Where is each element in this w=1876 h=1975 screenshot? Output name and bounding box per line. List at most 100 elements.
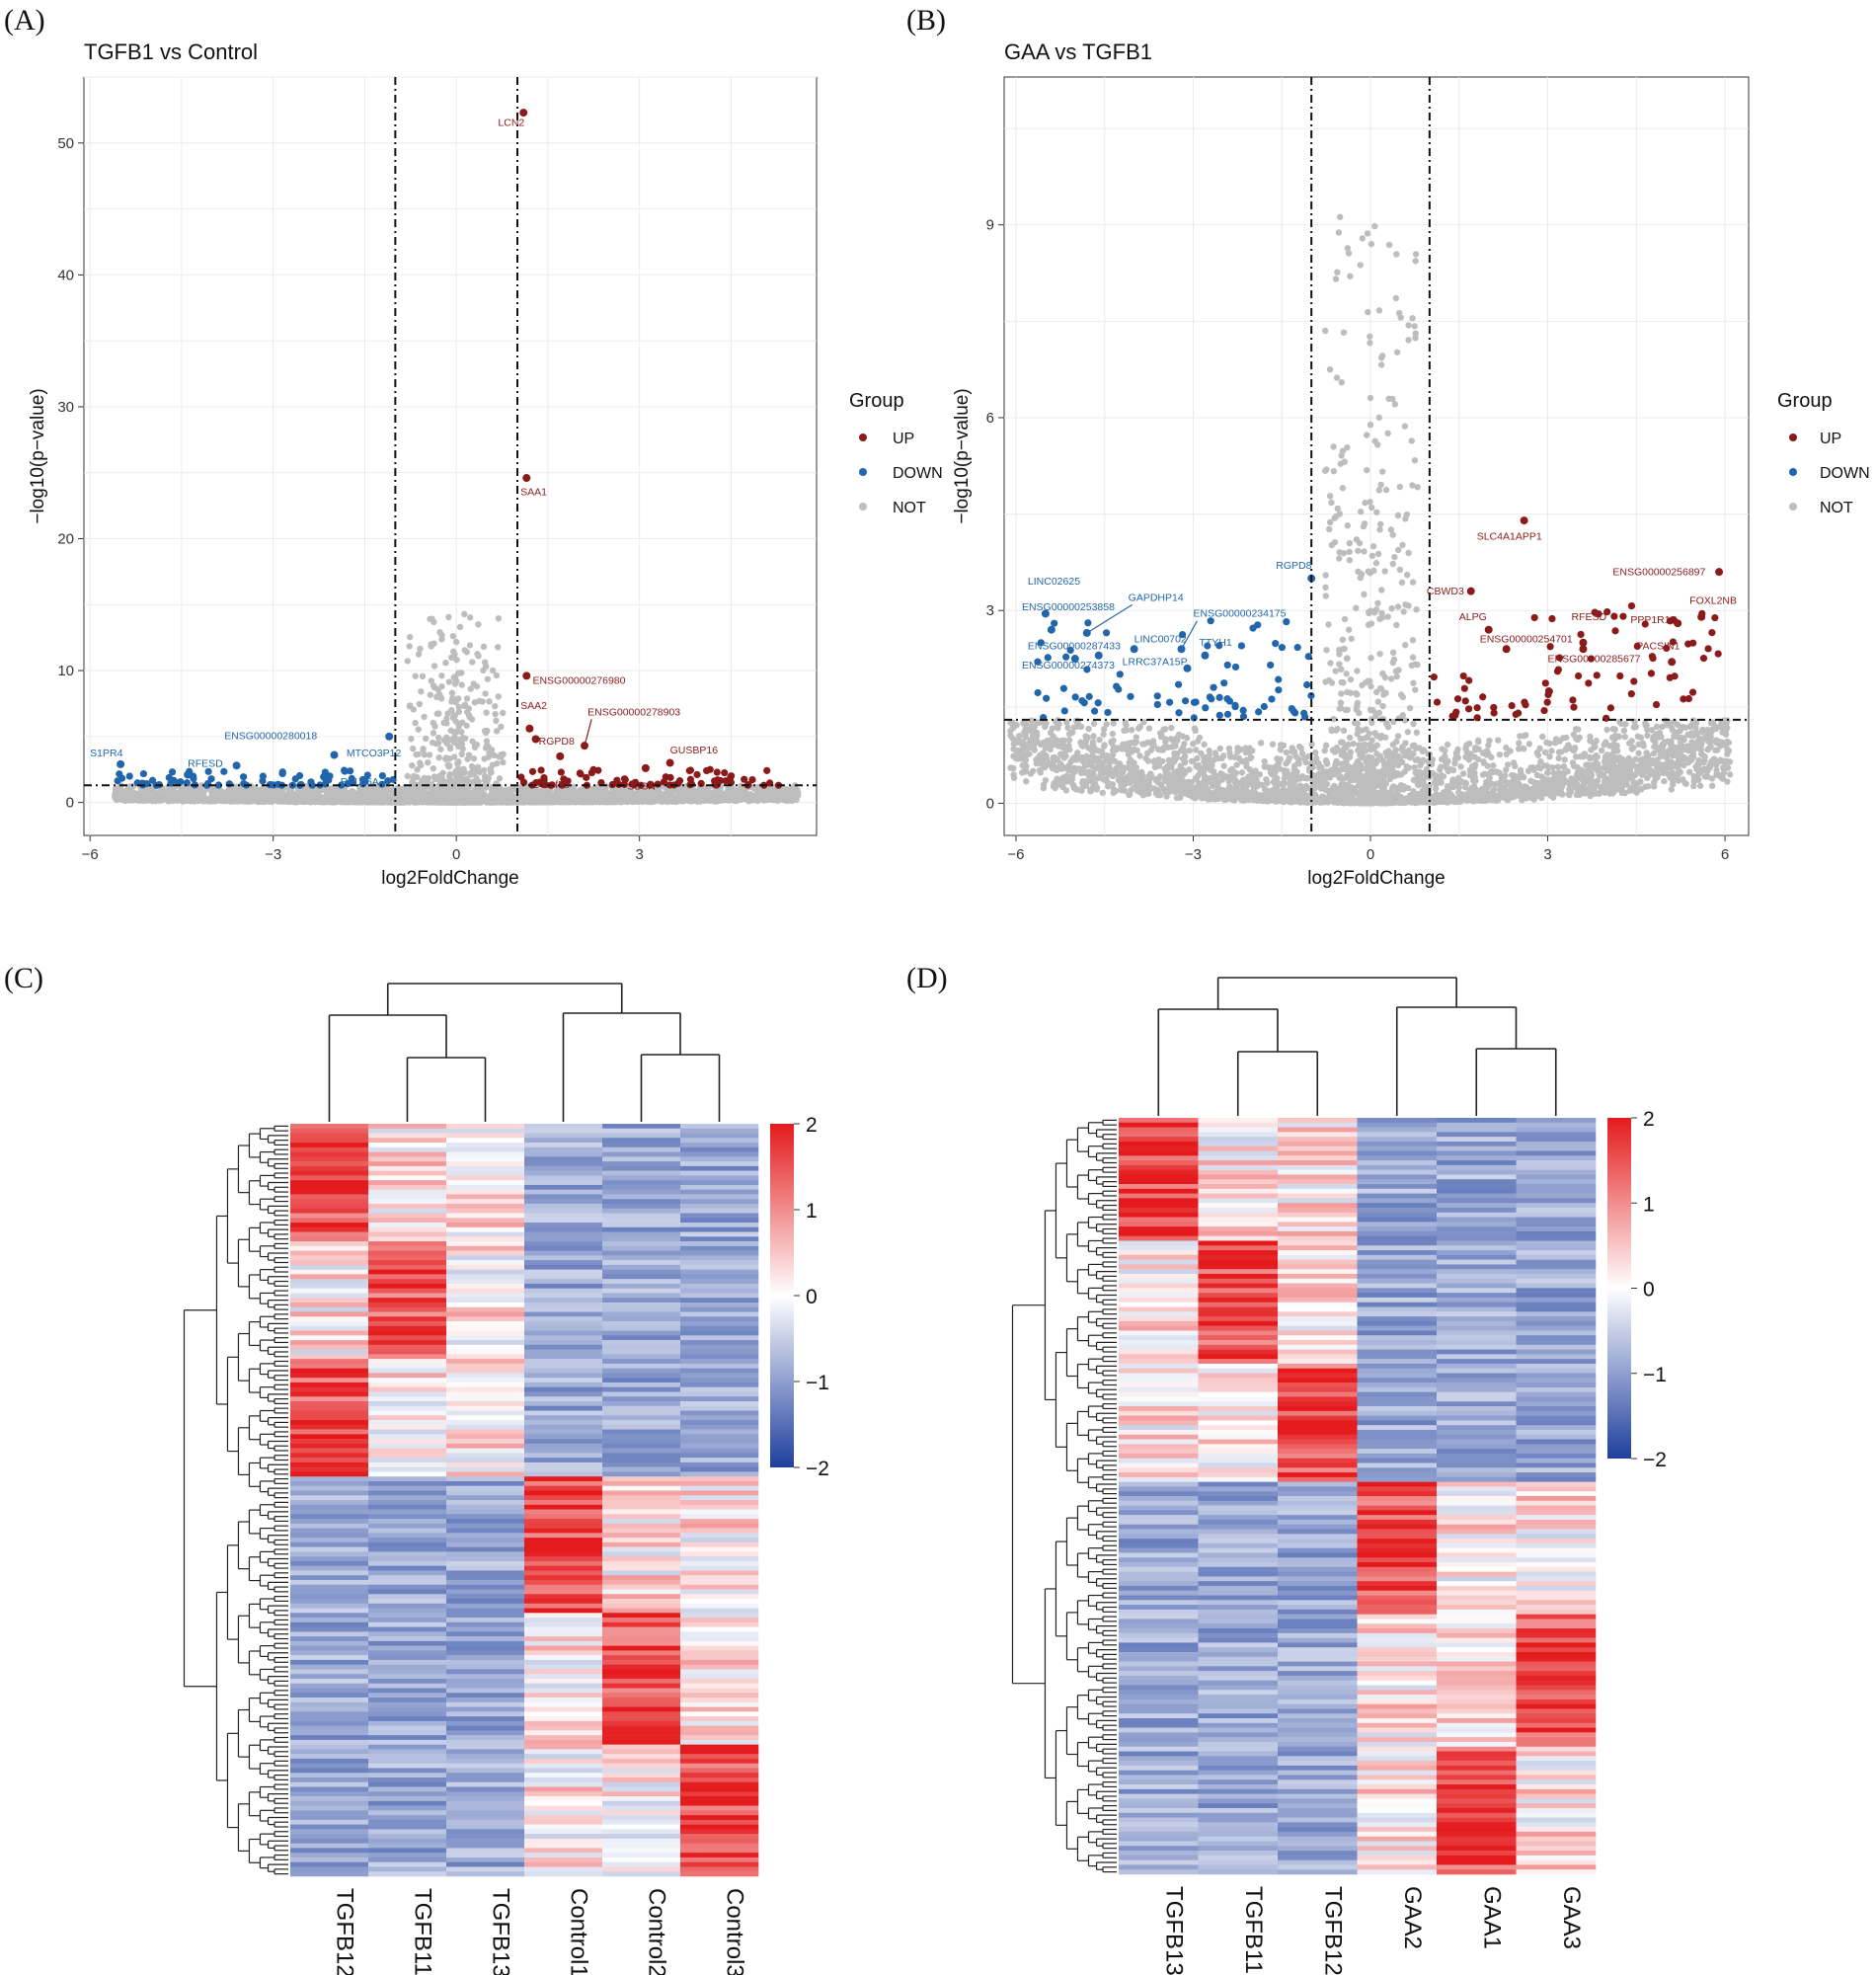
not-point xyxy=(1253,776,1260,784)
not-point xyxy=(1346,557,1354,564)
not-point xyxy=(1339,636,1347,644)
not-point xyxy=(410,791,418,798)
not-point xyxy=(1379,702,1386,710)
not-point xyxy=(493,717,500,725)
gene-label: LCN2 xyxy=(498,117,524,128)
not-point xyxy=(1238,769,1246,776)
not-point xyxy=(1322,572,1329,579)
not-point xyxy=(484,675,492,682)
not-point xyxy=(450,648,457,655)
not-point xyxy=(295,796,303,803)
not-point xyxy=(454,695,462,702)
not-point xyxy=(157,797,164,804)
not-point xyxy=(1388,604,1395,612)
not-point xyxy=(1368,654,1374,662)
not-point xyxy=(367,795,374,803)
not-point xyxy=(608,791,615,798)
not-point xyxy=(192,797,199,804)
not-point xyxy=(172,789,180,796)
not-point xyxy=(772,796,779,803)
not-point xyxy=(1621,733,1629,741)
not-point xyxy=(449,694,456,702)
volcano-chart-a: TGFB1 vs Control LCN2SAA1ENSG00000276980… xyxy=(28,40,943,889)
panel-letter-d: (D) xyxy=(906,962,948,994)
not-point xyxy=(501,787,508,794)
y-tick-label: 0 xyxy=(66,795,74,812)
not-point xyxy=(354,798,362,806)
not-point xyxy=(415,726,422,733)
not-point xyxy=(148,787,155,794)
up-point xyxy=(722,777,730,785)
not-point xyxy=(128,793,136,800)
not-point xyxy=(461,777,469,784)
not-point xyxy=(1283,749,1290,756)
y-tick-label: 20 xyxy=(57,530,74,547)
not-point xyxy=(283,796,290,803)
not-point xyxy=(1609,726,1616,733)
not-point xyxy=(447,736,454,744)
chart-a-points xyxy=(111,109,802,806)
not-point xyxy=(135,794,142,801)
not-point xyxy=(471,787,478,794)
not-point xyxy=(706,788,713,796)
volcano-chart-b: GAA vs TGFB1 SLC4A1APP1ENSG00000256897FO… xyxy=(952,40,1870,889)
up-point xyxy=(727,772,736,780)
not-point xyxy=(302,796,309,803)
down-point xyxy=(240,773,248,781)
not-point xyxy=(577,795,585,802)
not-point xyxy=(1410,679,1417,686)
up-point xyxy=(557,768,565,776)
down-point xyxy=(278,769,286,778)
not-point xyxy=(465,751,473,758)
not-point xyxy=(461,610,468,618)
not-point xyxy=(458,741,466,749)
not-point xyxy=(562,793,570,801)
not-point xyxy=(716,789,723,796)
not-point xyxy=(592,786,600,793)
not-point xyxy=(476,697,483,705)
not-point xyxy=(1322,592,1329,599)
not-point xyxy=(211,798,219,805)
not-point xyxy=(1340,727,1348,735)
not-point xyxy=(1496,750,1504,758)
not-point xyxy=(1136,752,1143,759)
not-point xyxy=(384,799,391,806)
not-point xyxy=(1382,486,1390,494)
not-point xyxy=(1405,337,1412,344)
labeled-point xyxy=(330,750,339,759)
not-point xyxy=(416,700,424,708)
not-point xyxy=(461,647,468,654)
not-point xyxy=(517,789,525,797)
gene-label: RFESD xyxy=(188,758,223,770)
not-point xyxy=(494,644,502,651)
up-point xyxy=(576,769,584,777)
not-point xyxy=(1336,555,1343,562)
gene-label: RGPD8 xyxy=(539,736,575,748)
not-point xyxy=(414,766,421,773)
gene-label: GUSBP16 xyxy=(670,745,719,756)
not-point xyxy=(492,702,499,710)
not-point xyxy=(412,719,419,727)
not-point xyxy=(1465,740,1473,748)
down-point xyxy=(295,771,304,780)
not-point xyxy=(463,695,471,702)
not-point xyxy=(650,798,658,805)
not-point xyxy=(1348,635,1355,642)
not-point xyxy=(461,701,469,708)
y-tick-label: 40 xyxy=(57,267,74,283)
not-point xyxy=(1472,745,1479,751)
down-point xyxy=(114,777,121,785)
not-point xyxy=(361,794,368,801)
not-point xyxy=(1451,755,1459,763)
not-point xyxy=(1365,608,1372,616)
not-point xyxy=(1412,334,1419,342)
down-point xyxy=(321,768,329,776)
not-point xyxy=(1354,691,1361,698)
gene-label: ENSG00000276980 xyxy=(532,674,625,686)
not-point xyxy=(433,693,440,701)
not-point xyxy=(1375,307,1383,314)
not-point xyxy=(526,799,533,806)
not-point xyxy=(417,645,424,653)
not-point xyxy=(471,778,478,786)
